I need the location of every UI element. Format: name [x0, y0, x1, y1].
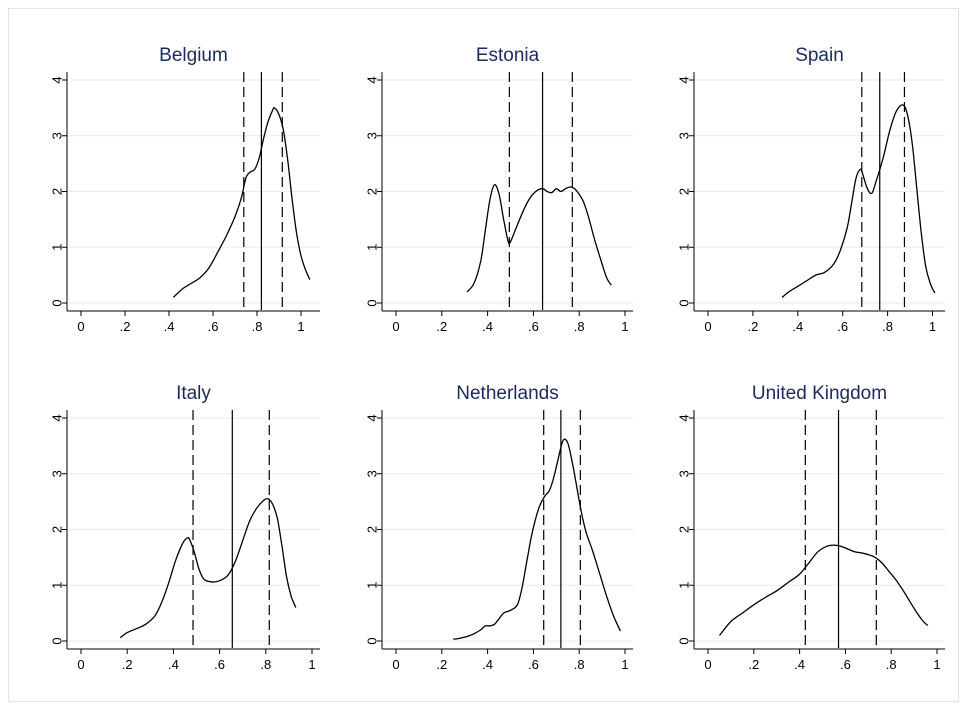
x-tick-label: 1 [621, 657, 628, 672]
figure-frame [8, 8, 959, 702]
density-curve [453, 438, 621, 640]
x-tick-label: .4 [164, 319, 175, 334]
y-tick-label: 1 [677, 582, 692, 589]
density-curve [466, 184, 612, 293]
density-curve [718, 544, 929, 636]
y-tick-label: 2 [50, 188, 65, 195]
panel-title: Belgium [159, 45, 228, 66]
y-tick-label: 0 [50, 637, 65, 644]
density-curve [781, 104, 936, 298]
x-tick-label: 1 [933, 657, 940, 672]
y-tick-label: 4 [677, 414, 692, 421]
panels: Belgium 0 1 2 3 4 0 .2 .4 .6 .8 1 Estonia 0 1 2 3 4 0 .2 .4.… [50, 45, 945, 672]
panel-2: Spain 0 1 2 3 4 0 .2 .4 .6 .8 1 [677, 45, 945, 334]
x-tick-label: .2 [747, 319, 758, 334]
y-tick-label: 2 [365, 526, 380, 533]
panel-0: Belgium 0 1 2 3 4 0 .2 .4 .6 .8 1 [50, 45, 320, 334]
y-tick-label: 0 [365, 637, 380, 644]
x-tick-label: .8 [260, 657, 271, 672]
x-tick-label: 1 [929, 319, 936, 334]
panel-title: Spain [795, 45, 844, 66]
x-tick-label: .8 [886, 657, 897, 672]
x-tick-label: .6 [528, 657, 539, 672]
y-tick-label: 4 [677, 76, 692, 83]
x-tick-label: 1 [621, 319, 628, 334]
y-tick-label: 2 [677, 188, 692, 195]
x-tick-label: .2 [748, 657, 759, 672]
x-tick-label: .4 [794, 657, 805, 672]
y-tick-label: 2 [677, 526, 692, 533]
y-tick-label: 1 [50, 582, 65, 589]
y-tick-label: 0 [677, 637, 692, 644]
x-tick-label: .8 [574, 319, 585, 334]
x-tick-label: .8 [252, 319, 263, 334]
y-tick-label: 1 [365, 244, 380, 251]
panel-title: United Kingdom [752, 383, 887, 404]
x-tick-label: .8 [882, 319, 893, 334]
panel-title: Estonia [476, 45, 540, 66]
y-tick-label: 1 [50, 244, 65, 251]
x-tick-label: 1 [308, 657, 315, 672]
x-tick-label: .2 [120, 319, 131, 334]
x-tick-label: .6 [208, 319, 219, 334]
y-tick-label: 3 [50, 132, 65, 139]
x-tick-label: .2 [436, 319, 447, 334]
y-tick-label: 4 [50, 76, 65, 83]
x-tick-label: .6 [214, 657, 225, 672]
x-tick-label: .4 [792, 319, 803, 334]
x-tick-label: .2 [436, 657, 447, 672]
y-tick-label: 1 [365, 582, 380, 589]
panel-3: Italy 0 1 2 3 4 0 .2 .4 .6 .8 1 [50, 383, 320, 672]
y-tick-label: 0 [677, 299, 692, 306]
x-tick-label: .2 [122, 657, 133, 672]
x-tick-label: 1 [297, 319, 304, 334]
panel-4: Netherlands 0 1 2 3 4 0 .2 .4 .6 .8 1 [365, 383, 633, 672]
panel-title: Netherlands [456, 383, 558, 404]
density-curve [119, 497, 297, 639]
y-tick-label: 0 [50, 299, 65, 306]
panel-5: United Kingdom 0 1 2 3 4 0 .2 .4 .6 .8 1 [677, 383, 945, 672]
y-tick-label: 2 [50, 526, 65, 533]
x-tick-label: .4 [482, 657, 493, 672]
x-tick-label: 0 [77, 319, 84, 334]
y-tick-label: 4 [365, 76, 380, 83]
y-tick-label: 3 [677, 470, 692, 477]
y-tick-label: 0 [365, 299, 380, 306]
y-tick-label: 3 [365, 132, 380, 139]
y-tick-label: 4 [50, 414, 65, 421]
x-tick-label: 0 [704, 657, 711, 672]
panel-1: Estonia 0 1 2 3 4 0 .2 .4 .6 .8 1 [365, 45, 633, 334]
y-tick-label: 2 [365, 188, 380, 195]
x-tick-label: .4 [482, 319, 493, 334]
y-tick-label: 4 [365, 414, 380, 421]
x-tick-label: .8 [574, 657, 585, 672]
x-tick-label: .6 [837, 319, 848, 334]
y-tick-label: 3 [365, 470, 380, 477]
x-tick-label: .6 [528, 319, 539, 334]
x-tick-label: 0 [77, 657, 84, 672]
x-tick-label: 0 [392, 319, 399, 334]
x-tick-label: .6 [840, 657, 851, 672]
y-tick-label: 3 [677, 132, 692, 139]
panel-title: Italy [176, 383, 211, 404]
y-tick-label: 1 [677, 244, 692, 251]
x-tick-label: 0 [392, 657, 399, 672]
density-curve [172, 107, 311, 298]
x-tick-label: 0 [704, 319, 711, 334]
y-tick-label: 3 [50, 470, 65, 477]
x-tick-label: .4 [168, 657, 179, 672]
